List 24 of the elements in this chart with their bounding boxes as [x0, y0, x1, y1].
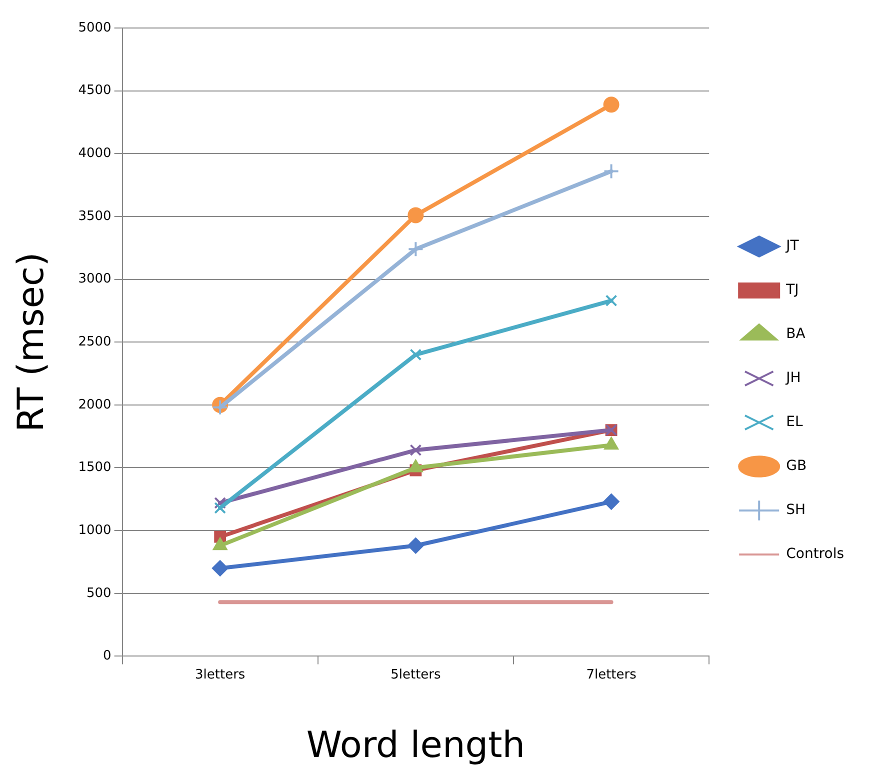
y-tick-label: 500 [86, 586, 112, 601]
legend-label: GB [786, 458, 807, 474]
y-tick-label: 3500 [78, 208, 112, 224]
y-tick-label: 4500 [78, 83, 112, 98]
y-tick-label: 2500 [78, 334, 112, 350]
x-tick-label: 5letters [390, 667, 442, 682]
legend-label: EL [786, 414, 803, 430]
x-tick-label: 7letters [586, 667, 637, 682]
y-tick-label: 1500 [78, 460, 112, 476]
y-tick-label: 5000 [78, 20, 112, 36]
x-tick-label: 3letters [194, 667, 246, 682]
legend-label: SH [786, 502, 806, 518]
x-axis-title: Word length [306, 724, 526, 766]
y-axis-title: RT (msec) [10, 252, 52, 432]
y-tick-label: 2000 [78, 397, 112, 412]
y-tick-label: 3000 [78, 272, 112, 287]
legend-label: Controls [786, 546, 844, 562]
legend-label: BA [786, 326, 806, 342]
legend-label: JH [785, 370, 801, 386]
y-tick-label: 1000 [78, 522, 112, 538]
legend-label: TJ [785, 282, 799, 298]
y-tick-label: 0 [103, 648, 112, 664]
y-tick-label: 4000 [78, 146, 112, 162]
legend-label: JT [785, 238, 800, 254]
